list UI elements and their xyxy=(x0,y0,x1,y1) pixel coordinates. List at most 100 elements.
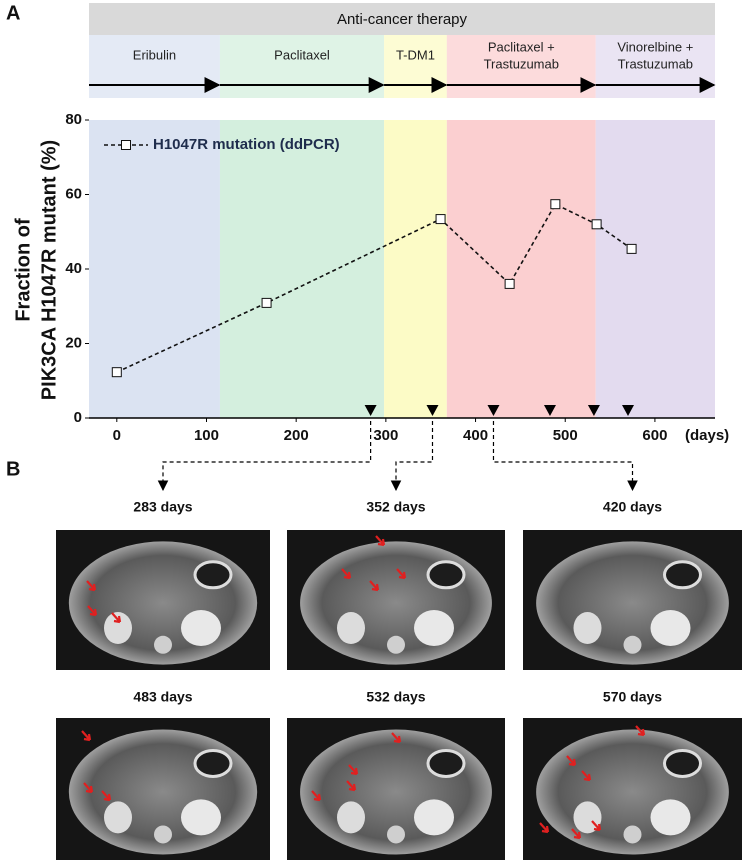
mri-organ xyxy=(337,801,365,834)
phase-header xyxy=(384,35,447,98)
phase-band xyxy=(384,120,447,418)
mri-organ xyxy=(181,610,221,646)
panel-label: B xyxy=(6,458,20,480)
phase-name: Trastuzumab xyxy=(618,56,693,71)
y-tick-label: 0 xyxy=(74,409,82,426)
x-tick-label: 300 xyxy=(373,427,398,444)
phase-header xyxy=(595,35,715,98)
data-point xyxy=(550,199,561,210)
mri-organ xyxy=(663,748,702,778)
scan-label: 532 days xyxy=(366,689,425,705)
y-tick-label: 40 xyxy=(65,260,82,277)
phase-name: Paclitaxel xyxy=(274,47,330,62)
phase-name: Eribulin xyxy=(133,47,176,62)
phase-name: Trastuzumab xyxy=(484,56,559,71)
mri-organ xyxy=(193,560,233,590)
x-tick-label: 500 xyxy=(553,427,578,444)
mri-organ xyxy=(573,612,602,644)
lesion-arrow xyxy=(581,770,592,782)
mri-organ xyxy=(104,801,132,834)
scan-label: 483 days xyxy=(133,689,192,705)
lesion-arrow xyxy=(87,605,98,617)
therapy-title: Anti-cancer therapy xyxy=(337,11,468,28)
lesion-arrow xyxy=(101,790,112,802)
scan-connector xyxy=(390,421,434,492)
data-point xyxy=(591,219,602,230)
scan-marker xyxy=(543,405,556,416)
mri-organ xyxy=(387,635,405,654)
legend-label: H1047R mutation (ddPCR) xyxy=(153,136,340,153)
phase-band xyxy=(595,120,715,418)
lesion-arrow xyxy=(348,764,359,776)
mri-organ xyxy=(650,610,691,646)
y-tick-label: 60 xyxy=(65,185,82,202)
scan-label: 570 days xyxy=(603,689,662,705)
legend-marker xyxy=(121,140,131,150)
scan-label: 420 days xyxy=(603,499,662,515)
lesion-arrow xyxy=(81,730,92,742)
mri-organ xyxy=(623,825,642,844)
mri-organ xyxy=(663,560,702,590)
scan-label: 352 days xyxy=(366,499,425,515)
phase-name: Vinorelbine + xyxy=(617,39,693,54)
lesion-arrow xyxy=(391,732,402,744)
lesion-arrow xyxy=(566,755,577,767)
mri-organ xyxy=(104,612,132,644)
scan-label: 283 days xyxy=(133,499,192,515)
lesion-arrow xyxy=(346,780,357,792)
lesion-arrow xyxy=(539,822,550,834)
panel-label: A xyxy=(6,2,20,24)
lesion-arrow xyxy=(635,725,646,737)
scan-marker xyxy=(364,405,377,416)
mri-organ xyxy=(426,748,466,778)
mri-organ xyxy=(387,825,405,844)
lesion-arrow xyxy=(83,782,94,794)
y-axis-label: Fraction of xyxy=(12,218,34,322)
mri-organ xyxy=(414,799,454,836)
x-tick-label: 200 xyxy=(284,427,309,444)
mri-organ xyxy=(426,560,466,590)
mri-organ xyxy=(181,799,221,836)
data-point xyxy=(626,243,637,254)
mri-organ xyxy=(650,799,691,836)
phase-header xyxy=(446,35,596,98)
lesion-arrow xyxy=(311,790,322,802)
phase-name: Paclitaxel + xyxy=(488,39,555,54)
phase-band xyxy=(89,120,220,418)
lesion-arrow xyxy=(375,535,386,547)
scan-marker xyxy=(587,405,600,416)
phase-name: T-DM1 xyxy=(396,47,435,62)
phase-header xyxy=(219,35,385,98)
x-tick-label: 400 xyxy=(463,427,488,444)
lesion-arrow xyxy=(571,828,582,840)
mri-organ xyxy=(193,748,233,778)
mri-organ xyxy=(337,612,365,644)
mri-organ xyxy=(623,635,642,654)
lesion-arrow xyxy=(86,580,97,592)
lesion-arrow xyxy=(396,568,407,580)
x-tick-label: 0 xyxy=(113,427,121,444)
lesion-arrow xyxy=(591,820,602,832)
mri-organ xyxy=(154,635,172,654)
data-point xyxy=(261,297,272,308)
therapy-header xyxy=(89,3,715,35)
lesion-arrow xyxy=(341,568,352,580)
y-axis-label: PIK3CA H1047R mutant (%) xyxy=(38,140,60,400)
x-tick-label: 600 xyxy=(642,427,667,444)
y-tick-label: 80 xyxy=(65,111,82,128)
scan-marker xyxy=(622,405,635,416)
y-tick-label: 20 xyxy=(65,334,82,351)
data-point xyxy=(504,278,515,289)
mri-organ xyxy=(414,610,454,646)
phase-header xyxy=(89,35,220,98)
lesion-arrow xyxy=(369,580,380,592)
x-tick-label: 100 xyxy=(194,427,219,444)
scan-marker xyxy=(487,405,500,416)
phase-band xyxy=(446,120,596,418)
mri-organ xyxy=(154,825,172,844)
data-point xyxy=(435,214,446,225)
lesion-arrow xyxy=(111,612,122,624)
phase-band xyxy=(219,120,385,418)
scan-marker xyxy=(426,405,439,416)
